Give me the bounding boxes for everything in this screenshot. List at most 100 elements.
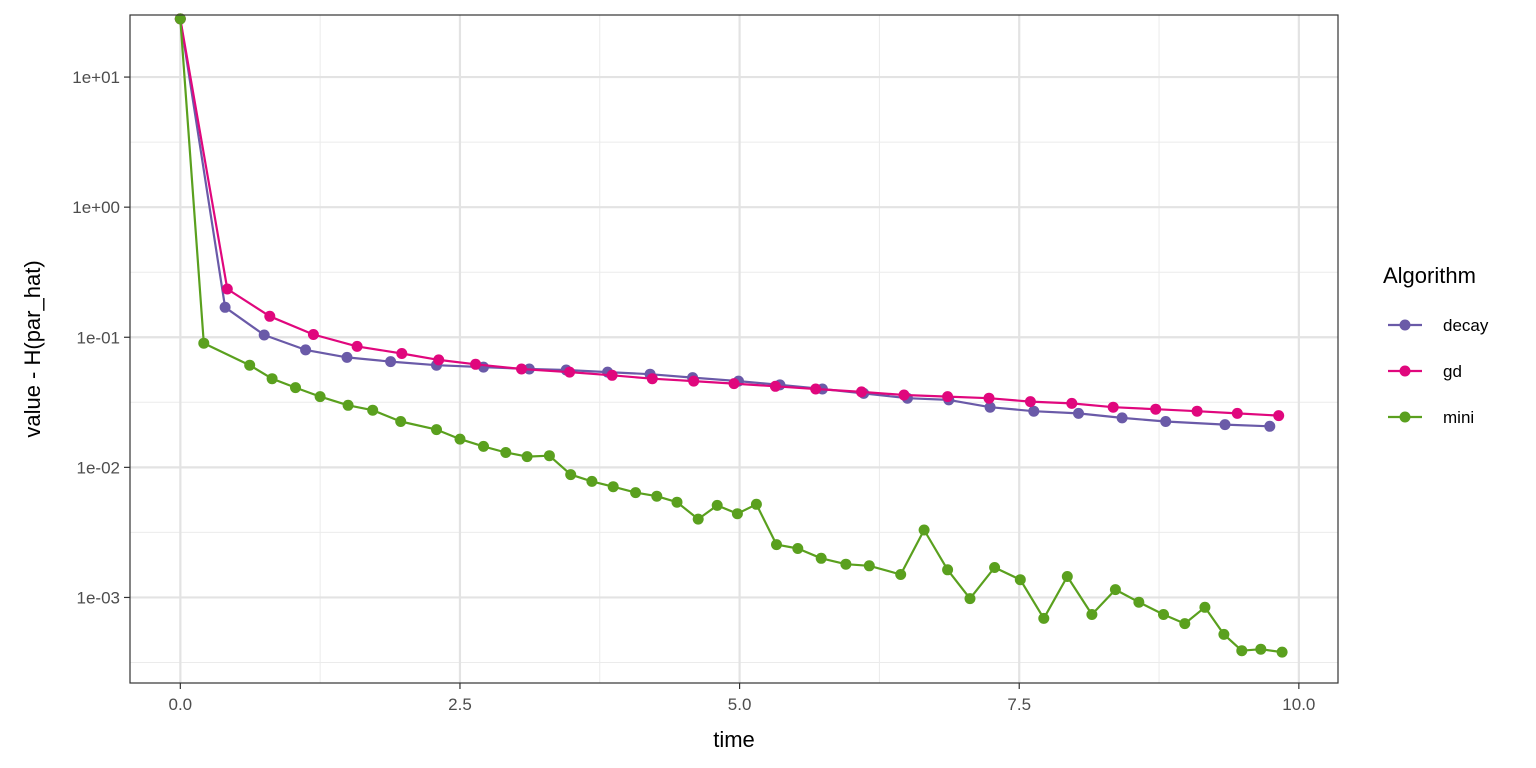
data-point-gd bbox=[1231, 407, 1243, 419]
legend-label-gd: gd bbox=[1443, 362, 1462, 381]
data-point-mini bbox=[750, 498, 762, 510]
data-point-gd bbox=[516, 363, 527, 375]
data-point-decay bbox=[984, 401, 996, 413]
data-point-mini bbox=[174, 13, 186, 25]
legend-key-point bbox=[1399, 365, 1411, 377]
data-point-mini bbox=[918, 524, 930, 536]
data-point-mini bbox=[431, 424, 442, 436]
data-point-gd bbox=[1150, 403, 1162, 415]
data-point-mini bbox=[395, 416, 407, 427]
data-point-mini bbox=[244, 359, 256, 371]
data-point-gd bbox=[810, 383, 822, 395]
data-point-mini bbox=[711, 499, 723, 511]
data-point-mini bbox=[1276, 646, 1288, 658]
data-point-decay bbox=[1116, 412, 1128, 424]
data-point-mini bbox=[314, 391, 326, 403]
x-tick-label: 0.0 bbox=[169, 695, 193, 714]
x-tick-label: 7.5 bbox=[1007, 695, 1031, 714]
data-point-gd bbox=[1107, 401, 1119, 413]
data-point-mini bbox=[342, 399, 354, 411]
data-point-mini bbox=[198, 337, 210, 349]
data-point-gd bbox=[646, 373, 658, 385]
y-tick-label: 1e-02 bbox=[77, 458, 120, 477]
data-point-mini bbox=[1014, 574, 1026, 586]
data-point-mini bbox=[500, 447, 512, 458]
data-point-mini bbox=[840, 558, 852, 570]
data-point-decay bbox=[1160, 416, 1172, 427]
x-axis: 0.0 2.5 5.0 7.5 10.0 bbox=[169, 683, 1315, 714]
data-point-gd bbox=[351, 340, 363, 352]
series-gd bbox=[174, 13, 1285, 422]
data-point-gd bbox=[728, 378, 740, 390]
data-point-mini bbox=[731, 508, 743, 520]
legend-key-gd bbox=[1388, 365, 1422, 377]
series-line-decay bbox=[179, 18, 1270, 428]
data-point-mini bbox=[630, 487, 642, 499]
major-gridlines bbox=[130, 15, 1338, 683]
data-point-mini bbox=[367, 404, 379, 416]
data-point-gd bbox=[264, 310, 276, 322]
legend-label-decay: decay bbox=[1443, 316, 1489, 335]
data-point-decay bbox=[385, 356, 397, 368]
legend-label-mini: mini bbox=[1443, 408, 1474, 427]
data-point-mini bbox=[989, 562, 1001, 573]
data-point-mini bbox=[266, 373, 278, 385]
data-point-gd bbox=[307, 329, 319, 340]
data-point-gd bbox=[769, 380, 781, 392]
data-point-gd bbox=[564, 366, 576, 378]
data-point-mini bbox=[942, 564, 954, 576]
data-point-mini bbox=[792, 543, 804, 554]
data-point-mini bbox=[1236, 645, 1248, 657]
data-point-mini bbox=[651, 490, 663, 502]
data-point-decay bbox=[258, 329, 270, 341]
plot-border bbox=[129, 14, 1339, 684]
data-point-mini bbox=[454, 433, 466, 445]
data-point-decay bbox=[1264, 420, 1276, 432]
x-axis-title: time bbox=[713, 727, 755, 752]
data-point-mini bbox=[1109, 584, 1121, 596]
data-point-mini bbox=[671, 496, 683, 508]
data-point-mini bbox=[1255, 643, 1267, 655]
data-point-mini bbox=[1199, 601, 1211, 613]
data-point-decay bbox=[1073, 407, 1084, 419]
data-point-mini bbox=[1133, 596, 1145, 608]
data-point-gd bbox=[606, 369, 618, 381]
y-axis: 1e-03 1e-02 1e-01 1e+00 1e+01 bbox=[72, 68, 130, 607]
data-point-gd bbox=[1191, 405, 1203, 417]
data-point-gd bbox=[1066, 397, 1078, 409]
data-point-decay bbox=[1219, 419, 1231, 431]
data-point-gd bbox=[396, 348, 408, 359]
data-point-mini bbox=[478, 440, 489, 452]
x-tick-label: 5.0 bbox=[728, 695, 752, 714]
legend-title: Algorithm bbox=[1383, 263, 1476, 288]
y-tick-label: 1e-03 bbox=[77, 588, 120, 607]
series-layer bbox=[174, 13, 1288, 658]
data-point-mini bbox=[771, 539, 782, 551]
data-point-decay bbox=[341, 351, 353, 363]
data-point-mini bbox=[1158, 609, 1169, 620]
legend-key-point bbox=[1399, 319, 1411, 331]
data-point-mini bbox=[1179, 618, 1191, 630]
data-point-mini bbox=[692, 513, 704, 525]
data-point-gd bbox=[470, 358, 482, 370]
y-tick-label: 1e-01 bbox=[77, 328, 120, 347]
data-point-gd bbox=[1024, 396, 1036, 408]
data-point-mini bbox=[586, 475, 598, 487]
data-point-mini bbox=[1038, 612, 1050, 624]
data-point-mini bbox=[815, 552, 827, 564]
legend: Algorithm decay gd mini bbox=[1383, 263, 1489, 427]
data-point-gd bbox=[433, 354, 445, 366]
data-point-mini bbox=[1086, 609, 1098, 620]
legend-key-decay bbox=[1388, 319, 1422, 331]
y-tick-label: 1e+00 bbox=[72, 198, 120, 217]
data-point-mini bbox=[607, 481, 619, 493]
data-point-mini bbox=[1061, 571, 1073, 582]
minor-gridlines bbox=[130, 15, 1338, 683]
data-point-decay bbox=[219, 301, 231, 313]
legend-key-point bbox=[1399, 411, 1411, 423]
data-point-mini bbox=[895, 569, 907, 580]
data-point-gd bbox=[983, 392, 995, 404]
x-tick-label: 10.0 bbox=[1282, 695, 1315, 714]
data-point-mini bbox=[565, 469, 577, 481]
